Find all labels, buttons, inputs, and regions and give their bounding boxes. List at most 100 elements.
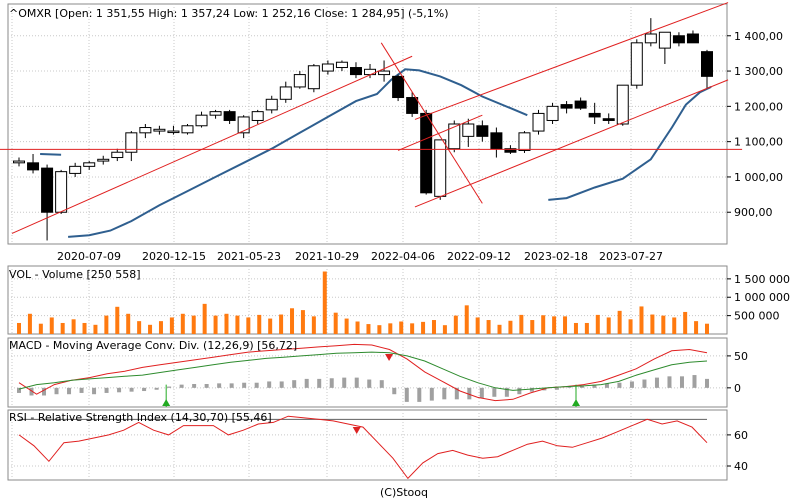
candle-up: [532, 112, 545, 132]
volume-title: VOL - Volume [250 558]: [9, 268, 141, 281]
moving-average-line: [40, 153, 62, 156]
candle-up: [518, 132, 531, 151]
macd-histogram-bar: [17, 387, 21, 393]
volume-bar: [49, 317, 54, 334]
candle-down: [574, 100, 587, 109]
macd-histogram-bar: [267, 381, 272, 388]
volume-bar: [344, 318, 349, 334]
volume-bar: [573, 322, 578, 334]
trend-line: [414, 2, 729, 120]
candle-up: [644, 33, 657, 44]
price-frame: [7, 3, 728, 245]
candle-down: [588, 112, 601, 118]
buy-signal-marker: [162, 399, 171, 406]
macd-histogram-bar: [654, 377, 659, 388]
macd-title: MACD - Moving Average Conv. Div. (12,26,…: [9, 339, 297, 352]
candle-down: [406, 97, 419, 114]
macd-histogram-bar: [429, 387, 434, 401]
macd-histogram-bar: [679, 376, 684, 388]
volume-bar: [486, 320, 491, 334]
candle-up: [209, 111, 222, 116]
volume-bar: [246, 317, 251, 334]
candle-up: [307, 65, 320, 90]
macd-histogram-bar: [104, 387, 109, 393]
macd-histogram-bar: [642, 379, 647, 388]
volume-bar: [399, 321, 404, 334]
candle-up: [630, 42, 643, 86]
macd-histogram-bar: [692, 375, 697, 388]
price-y-tick-label: 1 100,00: [734, 136, 783, 149]
volume-panel: 500 000 1 000 000 1 500 000: [7, 265, 790, 335]
candle-up: [265, 98, 278, 111]
candle-up: [546, 105, 559, 121]
macd-histogram-bar: [342, 377, 347, 388]
candle-up: [321, 63, 334, 72]
macd-histogram-bar: [354, 377, 359, 388]
macd-histogram-bar: [479, 387, 484, 399]
volume-bar: [311, 316, 316, 334]
candle-up: [434, 139, 447, 197]
volume-bar: [672, 317, 677, 334]
volume-bar: [464, 305, 469, 334]
volume-bar: [530, 320, 535, 334]
volume-bar: [606, 317, 611, 334]
moving-average-line: [68, 68, 528, 238]
volume-bar: [661, 315, 666, 334]
x-tick-label: 2021-10-29: [295, 250, 359, 263]
macd-histogram-bar: [192, 384, 197, 388]
volume-bar: [617, 310, 622, 334]
candle-down: [392, 75, 405, 99]
macd-histogram-bar: [629, 381, 634, 388]
moving-average-line: [548, 85, 712, 201]
volume-bar: [388, 323, 393, 334]
volume-bar: [158, 321, 163, 334]
candle-up: [378, 70, 391, 76]
volume-bar: [213, 315, 218, 334]
volume-bar: [453, 315, 458, 334]
volume-bar: [126, 313, 131, 334]
macd-histogram-bar: [279, 381, 284, 388]
volume-bar: [431, 320, 436, 334]
macd-histogram-bar: [79, 387, 84, 393]
macd-histogram-bar: [417, 387, 422, 402]
candle-up: [153, 128, 166, 132]
macd-histogram-bar: [167, 386, 172, 388]
macd-histogram-bar: [392, 387, 397, 395]
volume-bar: [639, 306, 644, 334]
candle-up: [251, 111, 264, 121]
macd-histogram-bar: [29, 387, 34, 396]
rsi-y-tick-label: 40: [734, 460, 748, 473]
rsi-panel: 40 60: [7, 409, 748, 481]
macd-histogram-bar: [617, 382, 622, 388]
volume-y-tick-label: 500 000: [734, 310, 780, 323]
volume-bar: [180, 313, 185, 334]
x-tick-label: 2023-02-18: [524, 250, 588, 263]
candle-down: [686, 33, 699, 44]
candle-up: [69, 165, 82, 174]
macd-histogram-bar: [154, 387, 159, 390]
macd-histogram-bar: [142, 387, 147, 392]
trend-line: [414, 79, 729, 208]
macd-histogram-bar: [454, 387, 459, 400]
macd-histogram-bar: [217, 383, 222, 388]
macd-histogram-bar: [492, 387, 497, 397]
volume-bar: [322, 271, 327, 334]
macd-histogram-bar: [129, 387, 134, 392]
candle-up: [13, 160, 25, 164]
macd-histogram-bar: [92, 387, 97, 395]
volume-bar: [148, 324, 153, 334]
candle-up: [195, 114, 208, 127]
macd-histogram-bar: [317, 378, 322, 388]
volume-bar: [268, 318, 273, 334]
volume-bar: [93, 324, 98, 334]
candle-up: [293, 74, 306, 88]
volume-bar: [650, 314, 655, 334]
candle-up: [125, 132, 138, 153]
volume-bar: [257, 314, 262, 334]
volume-bar: [595, 314, 600, 334]
volume-bar: [421, 321, 426, 334]
candle-up: [658, 31, 671, 49]
macd-panel: 0 50: [7, 337, 748, 408]
volume-bar: [683, 311, 688, 334]
rsi-sell-marker: [352, 427, 361, 434]
